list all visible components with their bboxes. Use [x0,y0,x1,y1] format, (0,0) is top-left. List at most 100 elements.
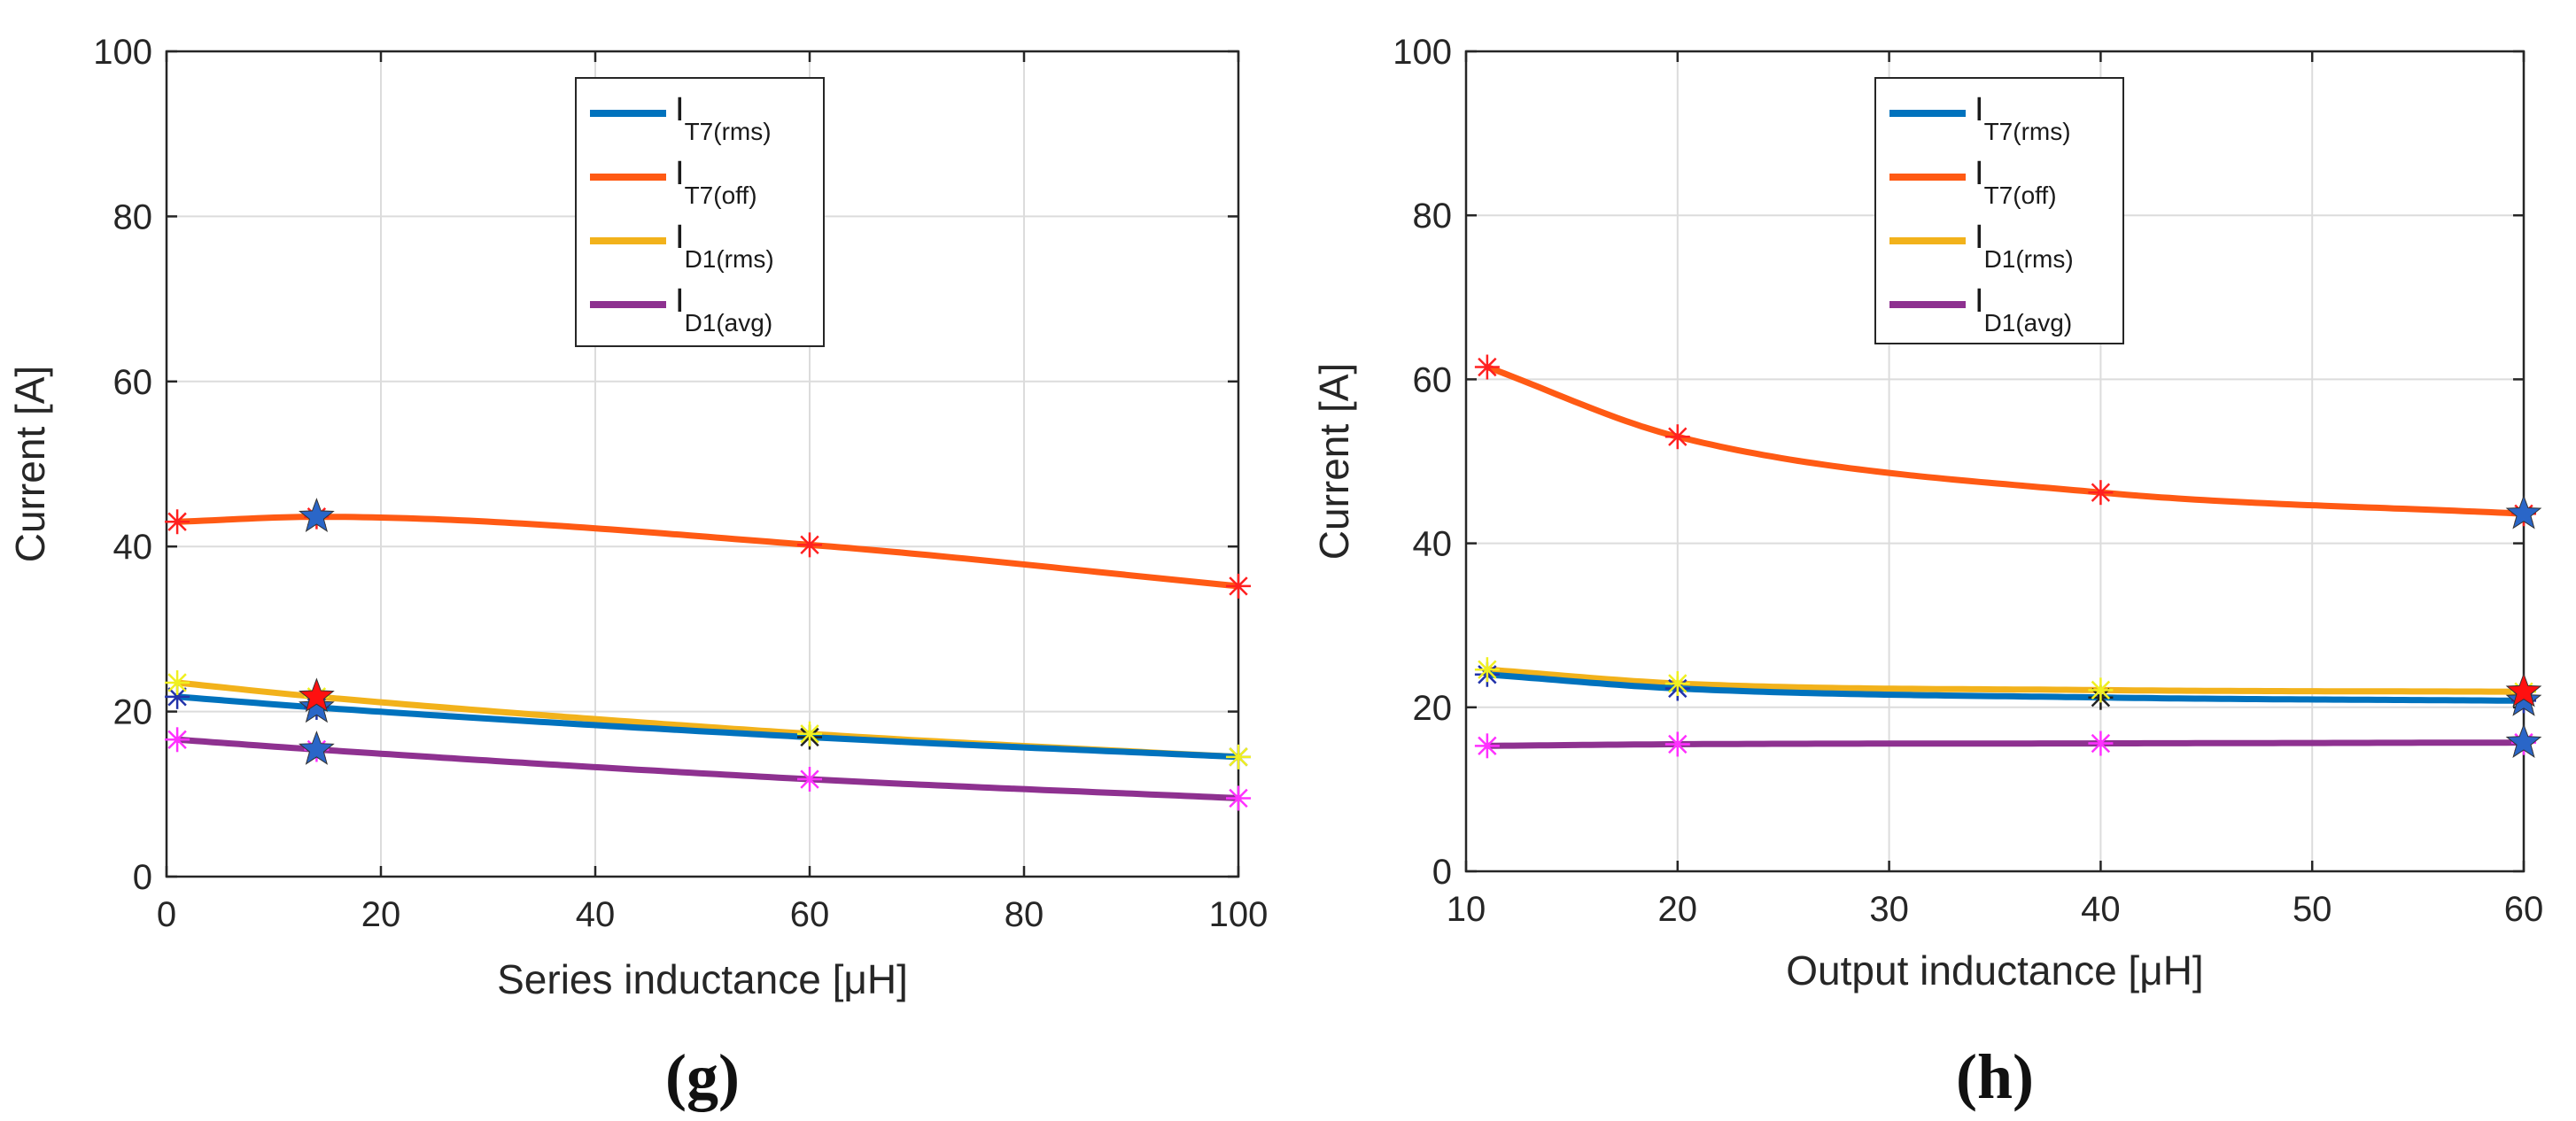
data-point-marker [2088,480,2114,506]
marker-stroke [1478,660,1497,679]
legend-entry-main: I [1975,282,1984,320]
data-point-marker [1664,424,1690,450]
panel-label: (h) [1956,1041,2034,1112]
marker-stroke [1229,788,1248,808]
y-tick-label: 80 [113,197,153,236]
x-tick-label: 50 [2293,890,2332,929]
design-point-star [2505,723,2542,758]
x-tick-label: 20 [361,895,401,934]
chart-g: 0 20 40 60 80 100 0 20 40 60 80 100 Series inductanc… [7,33,1268,1112]
marker-stroke [1229,747,1248,767]
legend-entry-main: I [675,219,685,256]
marker-stroke [1668,734,1688,754]
data-point-marker [165,509,190,535]
y-axis-label: Current [A] [7,366,53,562]
y-tick-label: 40 [113,528,153,567]
y-tick-label: 0 [1432,853,1452,892]
marker-stroke [800,535,819,555]
legend-entry-subscript: D1(avg) [685,309,773,336]
design-point-star [299,688,335,723]
marker-stroke [2091,680,2111,700]
y-tick-label: 0 [133,858,152,897]
data-point-marker [1474,354,1500,380]
series-line-t7rms [1484,671,2527,704]
legend-entry-main: I [675,155,685,192]
data-point-marker [1226,744,1251,769]
x-tick-label: 60 [790,895,830,934]
y-axis-label: Current [A] [1311,363,1357,560]
legend-entry: IT7(rms) [675,91,772,145]
x-tick-label: 30 [1869,890,1909,929]
data-point-marker [165,684,190,709]
series-line-d1rms [1484,666,2527,695]
legend-entry-subscript: T7(rms) [1984,118,2071,145]
design-point-star [2505,672,2542,707]
x-axis-label: Output inductance [μH] [1786,947,2203,993]
series-line-d1avg [1484,739,2527,749]
legend-entry-subscript: D1(avg) [1984,309,2073,336]
y-tick-label: 60 [113,363,153,402]
data-point-marker [797,767,822,792]
legend-entry: ID1(avg) [1975,282,2072,336]
x-tick-label: 40 [576,895,616,934]
marker-stroke [2091,483,2111,502]
x-tick-label: 60 [2504,890,2544,929]
marker-stroke [1668,427,1688,446]
y-tick-label: 100 [1393,33,1452,72]
axes-box [1464,50,2526,873]
marker-stroke [167,512,187,531]
y-tick-label: 40 [1413,525,1453,564]
data-point-marker [165,727,190,753]
marker-stroke [1229,576,1248,596]
design-point-star [2505,494,2542,530]
x-tick-label: 80 [1005,895,1044,934]
design-point-star [299,677,335,713]
marker-stroke [167,730,187,749]
y-tick-label: 20 [1413,689,1453,728]
legend-entry-main: I [1975,155,1984,192]
series-line-t7off [174,514,1242,590]
x-tick-label: 20 [1658,890,1698,929]
series-line-d1avg [174,736,1242,801]
y-tick-label: 80 [1413,197,1453,236]
series-line-t7off [1484,364,2527,517]
legend-entry: ID1(avg) [675,282,772,336]
design-point-star [299,731,335,765]
axes-box [165,50,1240,878]
legend-entry-subscript: T7(off) [685,182,757,209]
series-line-t7rms [174,693,1242,761]
data-point-marker [1664,670,1690,696]
legend-entry-subscript: D1(rms) [1984,245,2074,273]
legend-entry-main: I [1975,91,1984,128]
marker-stroke [1478,357,1497,377]
legend-entry: ID1(rms) [1975,219,2074,273]
marker-stroke [167,673,187,692]
marker-stroke [1478,736,1497,756]
marker-stroke [800,769,819,789]
x-tick-label: 40 [2081,890,2121,929]
legend-entry-subscript: T7(rms) [685,118,772,145]
x-tick-label: 100 [1209,895,1269,934]
design-point-star [299,498,335,532]
data-point-marker [2088,677,2114,703]
y-tick-label: 60 [1413,360,1453,399]
legend-entry: IT7(off) [1975,155,2057,209]
marker-stroke [800,724,819,744]
legend-entry-main: I [675,91,685,128]
chart-h: 10 20 30 40 50 60 0 20 40 60 80 100 Output inductanc… [1311,33,2543,1112]
legend-entry: IT7(rms) [1975,91,2071,145]
y-tick-label: 100 [93,33,152,72]
legend-entry: IT7(off) [675,155,757,209]
data-point-marker [1474,657,1500,683]
x-axis-label: Series inductance [μH] [497,956,908,1002]
x-tick-label: 10 [1447,890,1486,929]
legend-entry-subscript: D1(rms) [685,245,774,273]
marker-stroke [167,687,187,707]
data-point-marker [1226,573,1251,599]
legend-entry-subscript: T7(off) [1984,182,2057,209]
data-point-marker [1474,733,1500,759]
data-point-marker [1226,785,1251,811]
marker-stroke [2091,733,2111,754]
data-point-marker [797,532,822,558]
